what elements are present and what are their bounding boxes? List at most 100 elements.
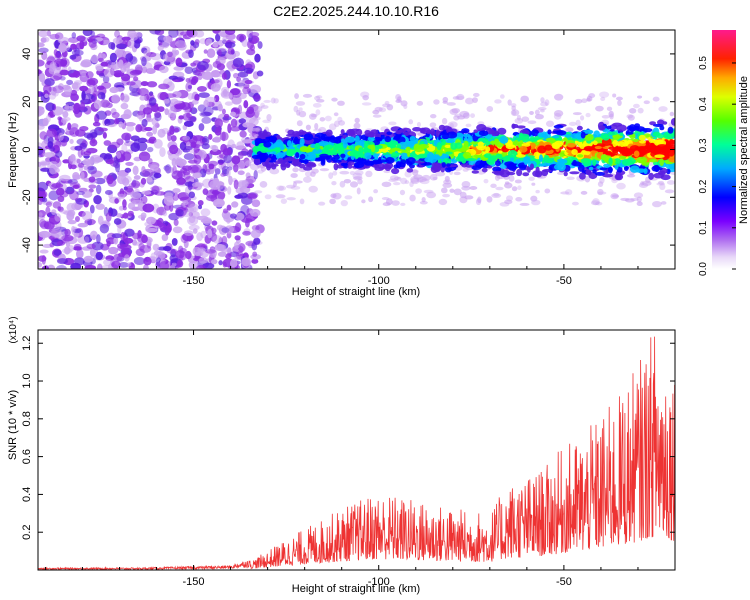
- heatmap-halo-cell: [516, 114, 521, 121]
- snr-y-tick-label: 1.0: [21, 373, 33, 388]
- heatmap-signal-cell: [643, 168, 648, 174]
- heatmap-noise-cell: [249, 31, 260, 38]
- heatmap-halo-cell: [454, 113, 462, 118]
- heatmap-noise-cell: [163, 60, 171, 66]
- heatmap-halo-cell: [417, 176, 427, 183]
- heatmap-halo-cell: [537, 106, 547, 111]
- heatmap-noise-cell: [55, 187, 65, 196]
- heatmap-signal-cell: [605, 152, 616, 156]
- heatmap-noise-cell: [238, 118, 247, 124]
- heatmap-signal-cell: [571, 148, 578, 156]
- heatmap-signal-cell: [594, 145, 602, 150]
- heatmap-noise-cell: [81, 210, 93, 221]
- heatmap-noise-cell: [183, 153, 195, 161]
- heatmap-noise-cell: [68, 73, 78, 78]
- heatmap-noise-cell: [38, 47, 49, 53]
- heatmap-signal-cell: [564, 134, 572, 138]
- heatmap-halo-cell: [483, 178, 489, 184]
- heatmap-halo-cell: [465, 123, 472, 128]
- heatmap-signal-cell: [559, 153, 564, 158]
- heatmap-halo-cell: [472, 92, 480, 98]
- heatmap-halo-cell: [599, 176, 605, 184]
- heatmap-noise-cell: [153, 172, 162, 179]
- heatmap-signal-cell: [516, 125, 526, 129]
- heatmap-signal-cell: [486, 165, 493, 169]
- heatmap-halo-cell: [421, 197, 426, 203]
- heatmap-noise-cell: [252, 116, 261, 121]
- heatmap-noise-cell: [74, 216, 80, 223]
- heatmap-signal-cell: [444, 144, 452, 149]
- heatmap-noise-cell: [103, 140, 112, 146]
- heatmap-noise-cell: [196, 264, 206, 269]
- heatmap-noise-cell: [231, 143, 237, 149]
- heatmap-signal-cell: [567, 142, 576, 148]
- heatmap-noise-cell: [38, 124, 45, 130]
- heatmap-signal-cell: [492, 166, 502, 172]
- heatmap-noise-cell: [222, 148, 232, 156]
- heatmap-halo-cell: [504, 182, 513, 189]
- heatmap-noise-cell: [57, 36, 70, 44]
- heatmap-signal-cell: [638, 134, 646, 141]
- heatmap-signal-cell: [637, 145, 647, 150]
- heatmap-halo-cell: [313, 128, 322, 132]
- heatmap-signal-cell: [372, 159, 380, 165]
- heatmap-halo-cell: [386, 103, 394, 111]
- heatmap-noise-cell: [45, 206, 51, 216]
- heatmap-noise-cell: [71, 225, 76, 233]
- heatmap-signal-cell: [612, 139, 619, 148]
- heatmap-noise-cell: [52, 90, 59, 97]
- heatmap-halo-cell: [298, 107, 303, 112]
- heatmap-noise-cell: [253, 94, 262, 102]
- heatmap-halo-cell: [302, 93, 313, 98]
- heatmap-signal-cell: [475, 160, 485, 168]
- heatmap-noise-cell: [52, 201, 62, 209]
- heatmap-signal-cell: [355, 128, 363, 136]
- heatmap-halo-cell: [493, 192, 500, 197]
- heatmap-noise-cell: [251, 225, 260, 231]
- heatmap-noise-cell: [229, 111, 236, 117]
- heatmap-halo-cell: [304, 171, 313, 177]
- heatmap-noise-cell: [56, 265, 67, 269]
- heatmap-noise-cell: [123, 109, 132, 120]
- heatmap-signal-cell: [478, 130, 489, 137]
- heatmap-noise-cell: [81, 90, 86, 101]
- heatmap-signal-cell: [409, 135, 416, 142]
- heatmap-noise-cell: [172, 165, 177, 175]
- heatmap-noise-cell: [93, 195, 102, 205]
- heatmap-noise-cell: [130, 191, 142, 199]
- heatmap-noise-cell: [142, 168, 154, 178]
- heatmap-signal-cell: [671, 165, 675, 170]
- heatmap-noise-cell: [118, 121, 124, 128]
- heatmap-halo-cell: [601, 115, 610, 119]
- heatmap-x-tick-label: -50: [556, 275, 572, 287]
- heatmap-signal-cell: [393, 164, 399, 169]
- heatmap-signal-cell: [483, 153, 492, 159]
- heatmap-halo-cell: [332, 192, 342, 200]
- heatmap-noise-cell: [64, 228, 71, 237]
- heatmap-signal-cell: [626, 131, 634, 135]
- heatmap-halo-cell: [592, 198, 600, 206]
- heatmap-halo-cell: [453, 188, 462, 196]
- heatmap-noise-cell: [224, 30, 236, 35]
- heatmap-signal-cell: [441, 133, 450, 140]
- heatmap-noise-cell: [247, 193, 258, 200]
- heatmap-noise-cell: [100, 61, 109, 67]
- heatmap-noise-cell: [237, 104, 243, 115]
- heatmap-signal-cell: [481, 167, 488, 173]
- heatmap-noise-cell: [190, 40, 195, 46]
- snr-x-tick-label: -100: [368, 576, 390, 588]
- heatmap-signal-cell: [635, 168, 646, 173]
- heatmap-noise-cell: [111, 233, 123, 239]
- snr-x-axis: -150 -100 -50: [44, 330, 676, 588]
- colorbar-tick-label: 0.5: [698, 56, 709, 70]
- heatmap-noise-cell: [194, 39, 200, 45]
- heatmap-halo-cell: [318, 201, 326, 206]
- heatmap-noise-cell: [77, 222, 89, 228]
- heatmap-halo-cell: [344, 195, 353, 200]
- snr-frame: [37, 329, 676, 571]
- heatmap-noise-cell: [195, 181, 200, 187]
- heatmap-noise-cell: [95, 184, 102, 195]
- heatmap-noise-cell: [212, 41, 219, 48]
- heatmap-noise-cell: [173, 219, 179, 227]
- heatmap-y-label: Frequency (Hz): [7, 112, 19, 188]
